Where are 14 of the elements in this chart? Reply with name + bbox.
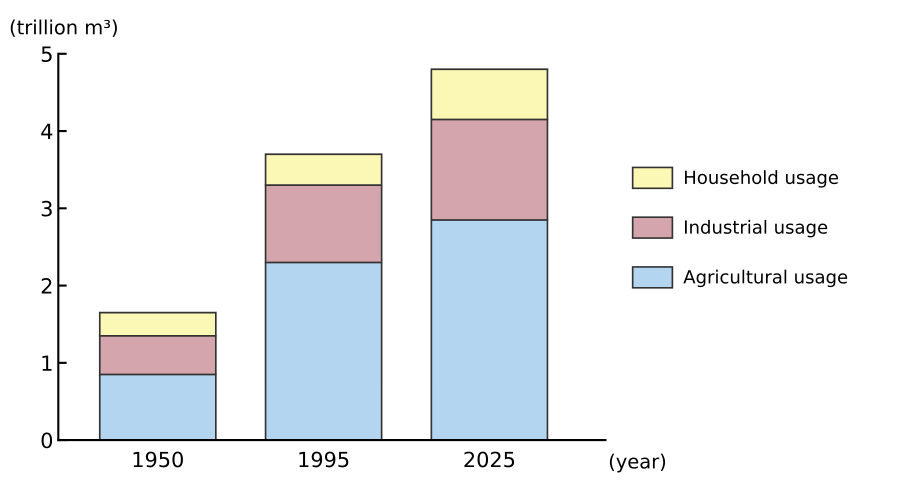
y-tick-label: 4 [41,124,52,139]
y-tick-label: 1 [42,356,52,371]
legend-label: Household usage [684,170,838,188]
x-tick-label: 2025 [464,452,514,468]
x-tick-label: 1995 [299,452,348,468]
legend-label: Industrial usage [684,220,828,238]
x-tick-label: 1950 [134,452,183,468]
y-tick-label: 3 [42,200,52,217]
y-tick-label: 5 [42,46,52,62]
x-axis-title: (year) [610,454,666,472]
y-tick-label: 0 [42,432,52,448]
y-tick-label: 2 [42,278,52,294]
legend-label: Agricultural usage [683,270,848,288]
y-axis-title: (trillion m³) [10,20,117,37]
